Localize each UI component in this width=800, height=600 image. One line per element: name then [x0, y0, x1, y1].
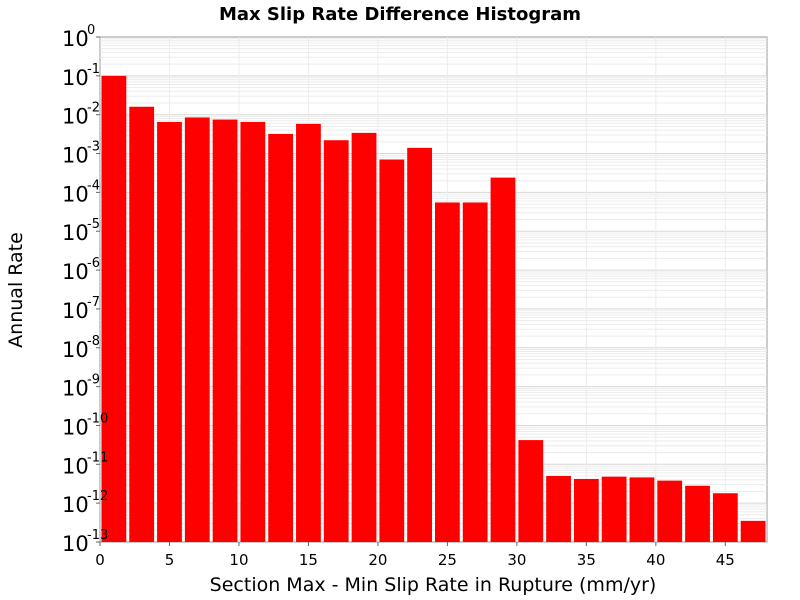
- y-tick-exponent: -7: [87, 295, 100, 310]
- y-tick-exponent: -9: [87, 373, 100, 388]
- x-axis-ticks: 0 5 10 15 20 25 30 35 40 45: [95, 542, 735, 569]
- y-tick-label: 10: [62, 415, 89, 439]
- y-tick-exponent: -1: [87, 62, 100, 77]
- histogram-bar: [462, 202, 488, 542]
- x-tick-label: 0: [95, 551, 105, 569]
- x-tick-label: 35: [577, 551, 596, 569]
- histogram-bar: [601, 476, 627, 542]
- y-tick-label: 10: [62, 221, 89, 245]
- y-axis-label: Annual Rate: [5, 232, 27, 348]
- y-tick-exponent: -3: [87, 140, 100, 155]
- histogram-bar: [129, 106, 155, 542]
- y-tick-exponent: -10: [87, 411, 108, 426]
- histogram-bar: [268, 133, 294, 542]
- y-tick-exponent: -2: [87, 101, 100, 116]
- y-tick-label: 10: [62, 27, 89, 51]
- histogram-bar: [379, 159, 405, 543]
- histogram-bar: [240, 121, 266, 543]
- y-tick-label: 10: [62, 144, 89, 168]
- y-tick-label: 10: [62, 493, 89, 517]
- histogram-bar: [712, 493, 738, 542]
- x-tick-label: 30: [507, 551, 526, 569]
- x-tick-label: 15: [299, 551, 318, 569]
- histogram-bar: [657, 480, 683, 542]
- y-tick-exponent: -5: [87, 217, 100, 232]
- y-tick-exponent: 0: [87, 23, 95, 38]
- histogram-bar: [629, 477, 655, 542]
- y-tick-exponent: -13: [87, 528, 108, 543]
- y-tick-label: 10: [62, 454, 89, 478]
- y-tick-label: 10: [62, 260, 89, 284]
- y-tick-exponent: -11: [87, 450, 108, 465]
- histogram-bar: [435, 202, 460, 542]
- histogram-bar: [212, 119, 238, 542]
- y-tick-exponent: -6: [87, 256, 100, 271]
- bars: [101, 75, 766, 543]
- x-tick-label: 5: [165, 551, 175, 569]
- histogram-bar: [573, 478, 599, 542]
- y-tick-label: 10: [62, 66, 89, 90]
- y-tick-exponent: -4: [87, 178, 100, 193]
- histogram-bar: [184, 117, 210, 542]
- y-tick-label: 10: [62, 532, 89, 556]
- x-tick-label: 40: [646, 551, 665, 569]
- histogram-bar: [740, 520, 766, 542]
- y-tick-exponent: -12: [87, 489, 108, 504]
- histogram-bar: [518, 440, 544, 542]
- histogram-bar: [351, 132, 377, 542]
- y-tick-label: 10: [62, 182, 89, 206]
- y-tick-label: 10: [62, 299, 89, 323]
- x-tick-label: 10: [229, 551, 248, 569]
- y-axis-ticks: 10010-110-210-310-410-510-610-710-810-91…: [62, 23, 108, 556]
- histogram-bar: [685, 485, 710, 542]
- y-tick-label: 10: [62, 105, 89, 129]
- chart-title: Max Slip Rate Difference Histogram: [219, 4, 581, 25]
- histogram-bar: [323, 140, 349, 542]
- histogram-bar: [101, 75, 127, 542]
- x-tick-label: 20: [368, 551, 387, 569]
- x-tick-label: 25: [438, 551, 457, 569]
- histogram-bar: [296, 123, 321, 543]
- histogram-bar: [546, 476, 571, 542]
- y-tick-exponent: -8: [87, 334, 100, 349]
- histogram-bar: [407, 147, 432, 543]
- y-tick-label: 10: [62, 377, 89, 401]
- x-tick-label: 45: [716, 551, 735, 569]
- x-axis-label: Section Max - Min Slip Rate in Rupture (…: [210, 574, 657, 596]
- y-tick-label: 10: [62, 338, 89, 362]
- histogram-bar: [157, 121, 182, 543]
- histogram-bar: [490, 177, 516, 542]
